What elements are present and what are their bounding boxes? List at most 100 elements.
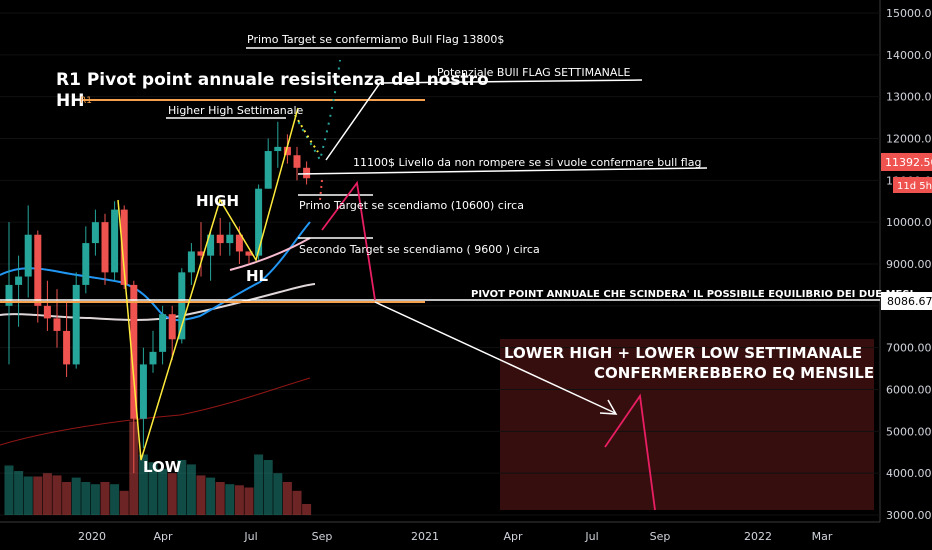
candle-body bbox=[303, 167, 311, 179]
time-tick-label: Jul bbox=[584, 530, 598, 543]
volume-bar bbox=[186, 464, 196, 515]
volume-bar bbox=[33, 476, 43, 515]
volume-bar bbox=[215, 482, 225, 515]
bull-flag-label: Potenziale BUll FLAG SETTIMANALE bbox=[437, 66, 631, 79]
volume-bar bbox=[71, 477, 81, 515]
projection-arrow-head bbox=[599, 399, 618, 415]
candle-body bbox=[130, 284, 138, 419]
candle-body bbox=[226, 234, 234, 244]
time-tick-label: Jul bbox=[243, 530, 257, 543]
volume-bar bbox=[119, 490, 129, 515]
candle-body bbox=[197, 251, 205, 256]
price-tick-label: 15000.00 bbox=[886, 7, 932, 20]
price-tick-label: 10000.00 bbox=[886, 216, 932, 229]
time-tick-label: Sep bbox=[312, 530, 333, 543]
time-tick-label: 2020 bbox=[78, 530, 106, 543]
candle-body bbox=[43, 305, 51, 319]
r1-tag: R1 bbox=[80, 96, 92, 106]
pivot-price-badge bbox=[881, 292, 932, 310]
swing-structure-line bbox=[117, 107, 299, 461]
candle-body bbox=[139, 364, 147, 419]
moving-average-short bbox=[0, 221, 311, 322]
candle-body bbox=[72, 284, 80, 365]
volume-bar bbox=[52, 475, 62, 515]
volume-bar bbox=[244, 487, 254, 515]
lower-high-line2: CONFERMEREBBERO EQ MENSILE bbox=[594, 364, 874, 382]
livello-label: 11100$ Livello da non rompere se si vuol… bbox=[353, 156, 701, 169]
secondo-target-label: Secondo Target se scendiamo ( 9600 ) cir… bbox=[299, 243, 540, 256]
price-tick-label: 13000.00 bbox=[886, 91, 932, 104]
volume-bar bbox=[81, 482, 91, 515]
candle-body bbox=[178, 272, 186, 340]
bull-flag-pointer bbox=[325, 79, 643, 161]
volume-bar bbox=[148, 462, 158, 515]
candle-body bbox=[24, 234, 32, 277]
lower-high-line1: LOWER HIGH + LOWER LOW SETTIMANALE bbox=[504, 344, 862, 362]
candle-body bbox=[245, 251, 253, 256]
price-tick-label: 7000.00 bbox=[886, 342, 932, 355]
price-tick-label: 6000.00 bbox=[886, 384, 932, 397]
volume-bar bbox=[206, 477, 216, 515]
volume-bar bbox=[100, 482, 110, 515]
projection-arrow-line bbox=[374, 301, 616, 414]
volume-bar bbox=[273, 473, 283, 515]
candle-body bbox=[34, 234, 42, 306]
candle-body bbox=[53, 318, 61, 331]
moving-average-slow bbox=[0, 377, 311, 446]
candle-body bbox=[168, 314, 176, 340]
candle-body bbox=[149, 351, 157, 365]
volume-bar bbox=[23, 476, 33, 515]
volume-bar bbox=[138, 454, 148, 515]
candle-body bbox=[216, 234, 224, 244]
price-tick-label: 9000.00 bbox=[886, 258, 932, 271]
candle-body bbox=[235, 234, 243, 252]
price-tick-label: 5000.00 bbox=[886, 425, 932, 438]
grid-lines bbox=[0, 12, 880, 516]
candle-body bbox=[5, 284, 13, 306]
bearish-scenario-box bbox=[500, 339, 874, 510]
volume-bar bbox=[263, 460, 273, 515]
volume-bar bbox=[177, 460, 187, 515]
volume-bar bbox=[302, 504, 312, 515]
volume-bar bbox=[110, 484, 120, 515]
time-axis-labels: 2020 Apr Jul Sep 2021 Apr Jul Sep 2022 Mar bbox=[78, 530, 833, 543]
hh-label: HH bbox=[56, 91, 84, 111]
current-price-badge bbox=[881, 153, 932, 171]
volume-bar bbox=[14, 471, 24, 515]
volume-bar bbox=[196, 475, 206, 515]
candle-body bbox=[207, 234, 215, 256]
candle-body bbox=[111, 209, 119, 273]
time-tick-label: Apr bbox=[503, 530, 523, 543]
candle-body bbox=[82, 243, 90, 285]
price-tick-label: 4000.00 bbox=[886, 467, 932, 480]
volume-bar bbox=[4, 465, 14, 515]
volume-bar bbox=[90, 484, 100, 515]
primo-target-bull-label: Primo Target se confermiamo Bull Flag 13… bbox=[247, 33, 504, 46]
volume-bar bbox=[234, 485, 244, 515]
bearish-projection-path bbox=[321, 180, 376, 301]
hl-label: HL bbox=[246, 267, 269, 285]
candle-body bbox=[255, 188, 263, 256]
time-tick-label: Apr bbox=[153, 530, 173, 543]
monthly-projection-path bbox=[604, 393, 656, 511]
candle-body bbox=[15, 276, 23, 285]
candle-body bbox=[264, 151, 272, 189]
low-label: LOW bbox=[143, 458, 182, 476]
candle-timer-badge bbox=[893, 177, 932, 193]
time-tick-label: 2022 bbox=[744, 530, 772, 543]
candle-body bbox=[283, 146, 291, 156]
high-label: HIGH bbox=[196, 192, 239, 210]
volume-bar bbox=[225, 484, 235, 515]
candle-body bbox=[159, 314, 167, 352]
volume-bar bbox=[292, 490, 302, 515]
price-tick-label: 12000.00 bbox=[886, 133, 932, 146]
r1-title-label: R1 Pivot point annuale resisitenza del n… bbox=[56, 70, 489, 90]
pivot-price-label: 8086.67 bbox=[887, 295, 932, 308]
candle-body bbox=[187, 251, 195, 273]
candle-body bbox=[120, 209, 128, 285]
time-tick-label: Mar bbox=[812, 530, 833, 543]
pivot-text-label: PIVOT POINT ANNUALE CHE SCINDERA' IL POS… bbox=[471, 289, 913, 300]
higher-high-label: Higher High Settimanale bbox=[168, 104, 304, 117]
